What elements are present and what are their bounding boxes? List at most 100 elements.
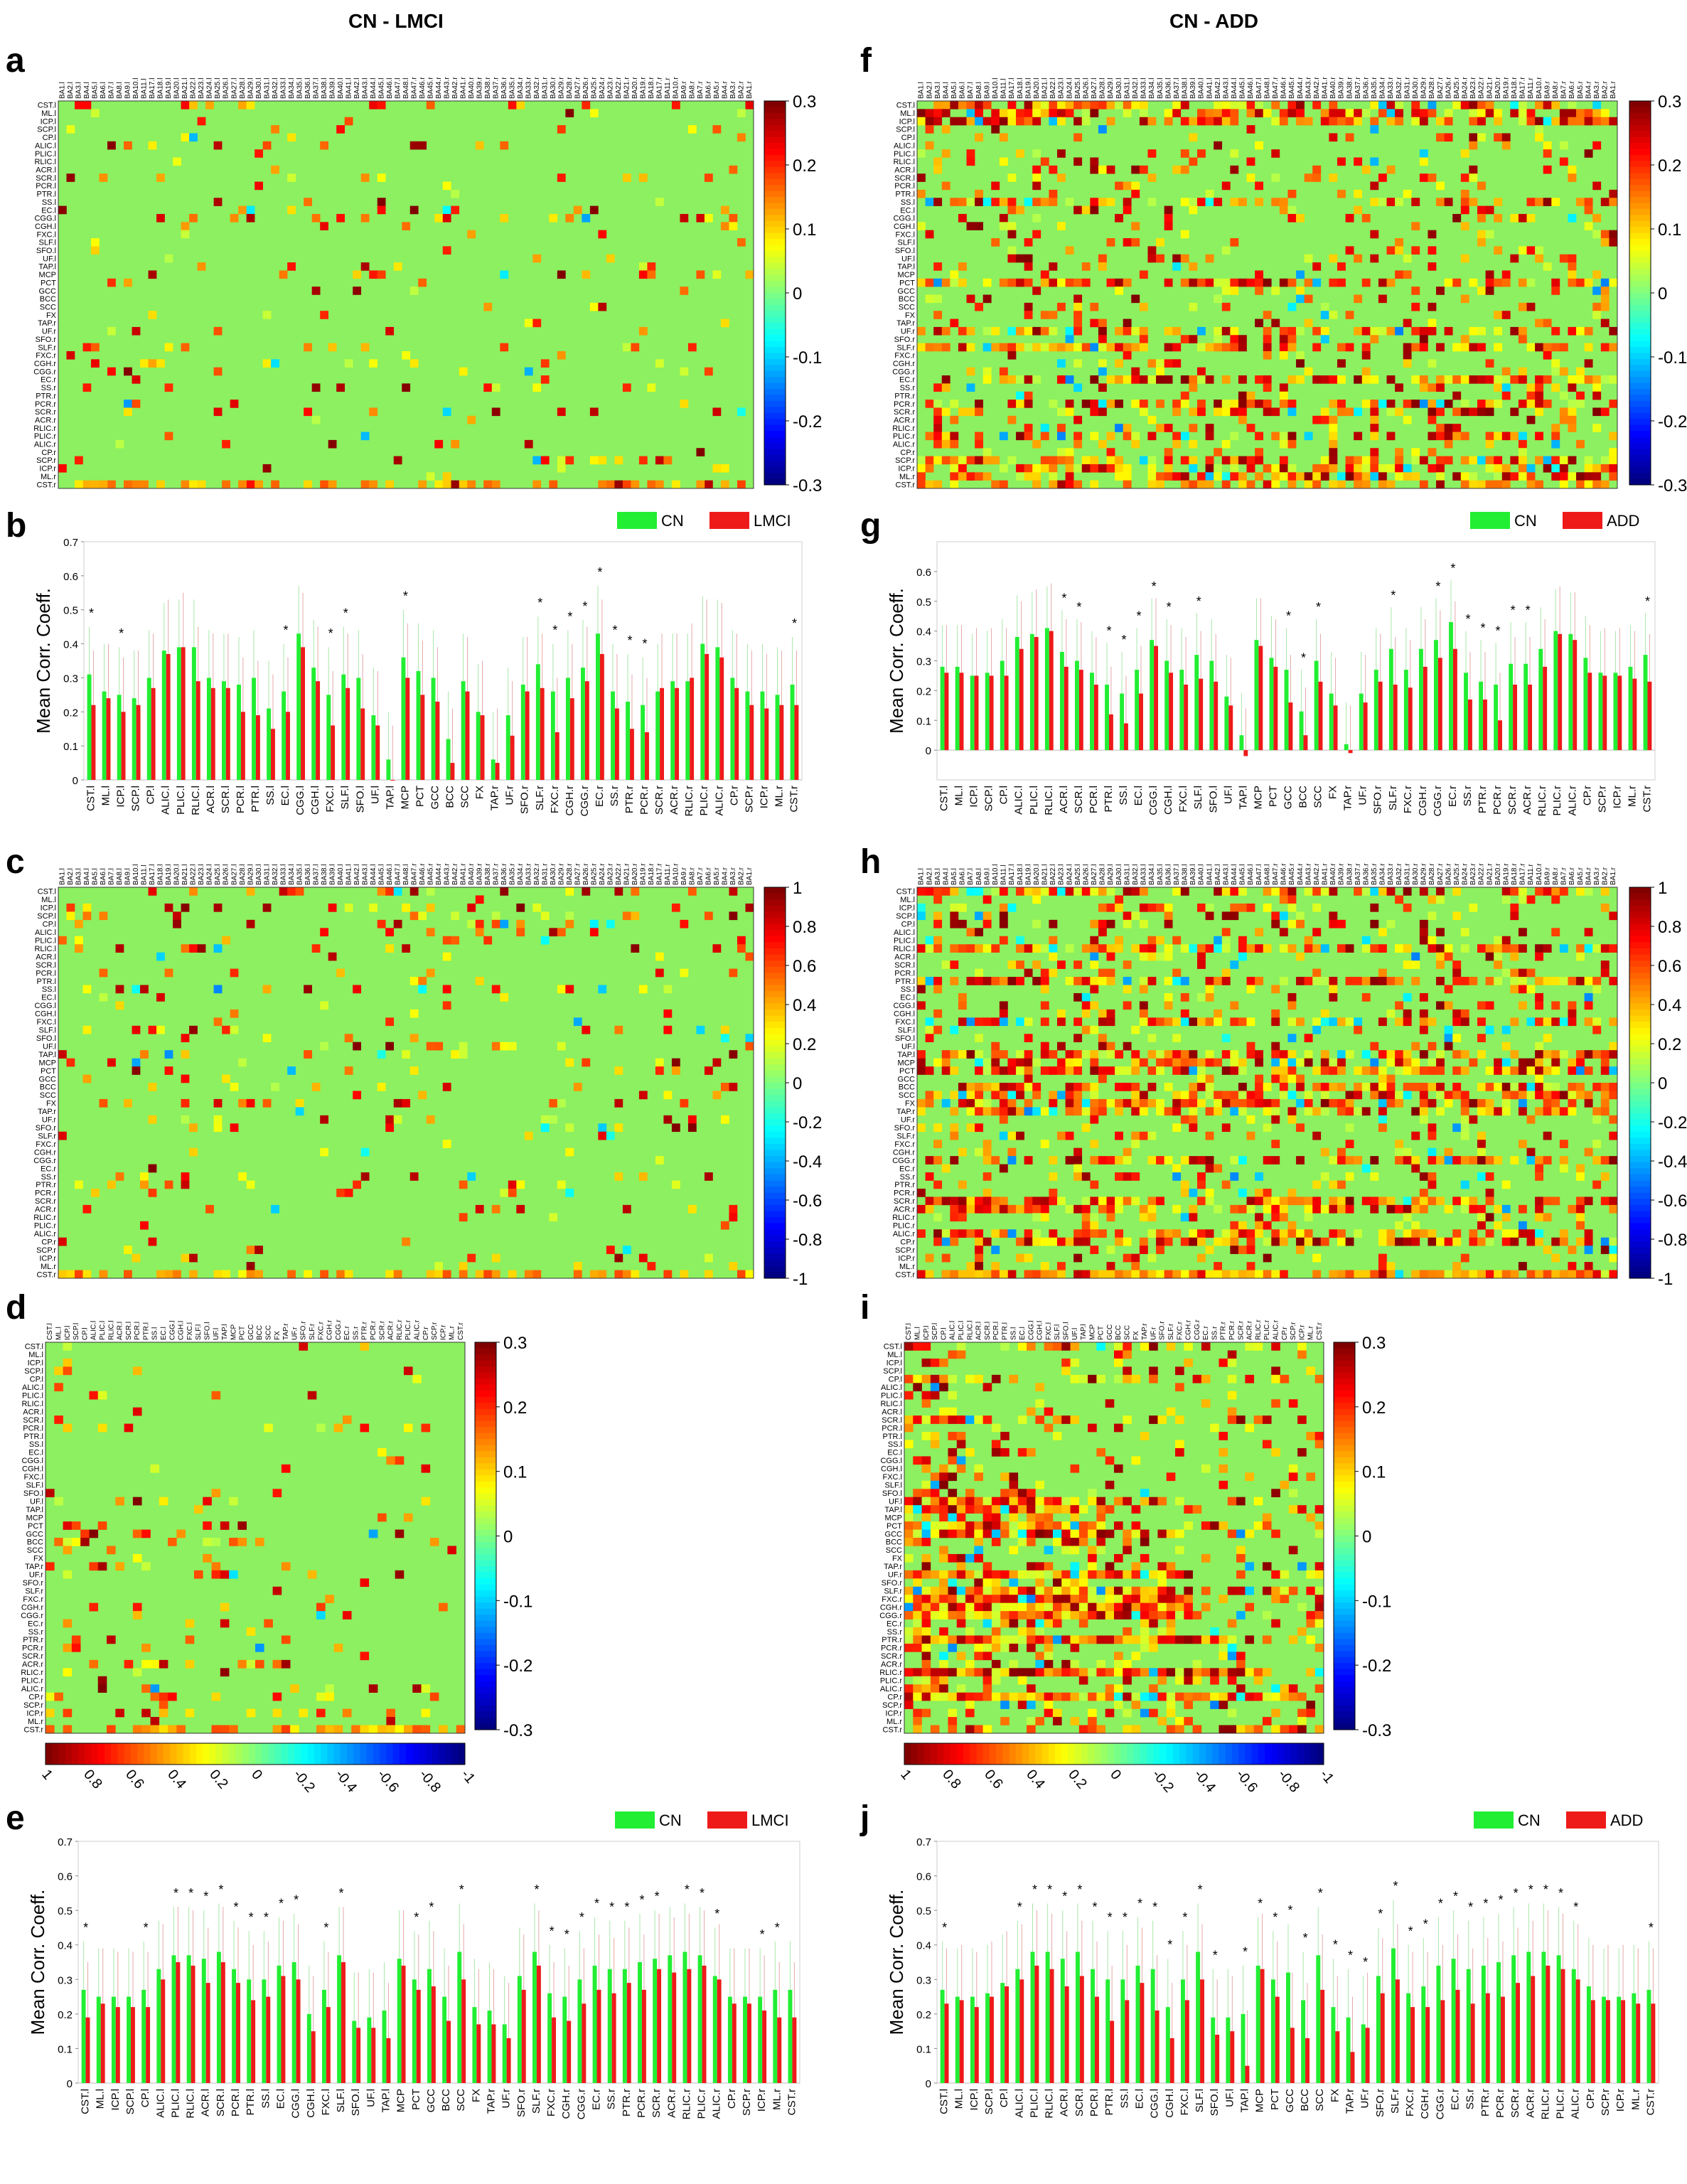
- x-tick-label: ML.r: [1626, 786, 1638, 807]
- colorbar-segment: [1629, 346, 1651, 353]
- col-label: BA44.l: [370, 864, 377, 885]
- heatmap-cell: [1428, 1156, 1437, 1165]
- heatmap-cell: [655, 480, 664, 489]
- colorbar-segment: [764, 382, 786, 390]
- x-tick-label: BCC: [1297, 786, 1310, 808]
- heatmap-cell: [1403, 1147, 1412, 1157]
- bar-patient: [1408, 687, 1413, 751]
- heatmap-cell: [1485, 944, 1494, 953]
- col-label: BA10.r: [1536, 863, 1543, 885]
- heatmap-cell: [1576, 1083, 1585, 1091]
- heatmap-cell: [1180, 165, 1189, 174]
- significance-marker: *: [119, 626, 124, 641]
- heatmap-cell: [950, 1025, 959, 1034]
- heatmap-cell: [1337, 407, 1346, 417]
- heatmap-cell: [1403, 318, 1412, 328]
- heatmap-cell: [1354, 109, 1363, 118]
- heatmap-cell: [58, 464, 67, 473]
- heatmap-cell: [1576, 109, 1585, 118]
- heatmap-cell: [164, 383, 173, 392]
- heatmap-cell: [1164, 977, 1173, 985]
- heatmap-cell: [991, 1083, 1000, 1091]
- col-label: BA10.r: [1536, 77, 1543, 99]
- heatmap-cell: [1576, 1172, 1585, 1181]
- heatmap-cell: [532, 254, 542, 263]
- heatmap-cell: [1411, 1270, 1420, 1279]
- heatmap-cell: [181, 1253, 190, 1263]
- heatmap-cell: [1584, 464, 1593, 473]
- heatmap-cell: [1494, 944, 1503, 953]
- heatmap-cell: [1494, 246, 1503, 255]
- heatmap-cell: [1263, 1098, 1272, 1108]
- heatmap-cell: [255, 1246, 263, 1254]
- heatmap-cell: [1312, 278, 1322, 287]
- heatmap-cell: [1180, 977, 1189, 985]
- heatmap-cell: [1543, 1034, 1552, 1043]
- heatmap-cell: [655, 1058, 664, 1067]
- bar-patient: [645, 732, 649, 780]
- col-label: BA34.l: [288, 78, 296, 99]
- heatmap-cell: [1090, 985, 1099, 994]
- heatmap-cell: [1139, 952, 1148, 961]
- significance-marker: *: [567, 609, 572, 623]
- heatmap-cell: [1007, 1204, 1017, 1214]
- heatmap-cell: [1361, 887, 1371, 896]
- col-label: BA37.l: [1173, 78, 1181, 99]
- heatmap-cell: [991, 887, 1000, 896]
- heatmap-cell: [1049, 1050, 1058, 1059]
- heatmap-cell: [1460, 480, 1469, 489]
- heatmap-cell: [164, 432, 173, 441]
- heatmap-cell: [1081, 117, 1091, 126]
- x-tick-label: CGH.l: [309, 786, 321, 815]
- col-label: BA34.l: [1148, 78, 1156, 99]
- heatmap-cell: [71, 1538, 81, 1546]
- bar-cn: [446, 739, 451, 780]
- heatmap-cell: [1115, 903, 1124, 912]
- heatmap-cell: [1180, 480, 1189, 489]
- heatmap-cell: [1279, 1083, 1288, 1091]
- heatmap-cell: [1320, 311, 1329, 319]
- heatmap-cell: [1312, 480, 1322, 489]
- colorbar-segment: [1629, 269, 1651, 276]
- heatmap-cell: [1255, 1188, 1264, 1197]
- heatmap-cell: [1494, 432, 1503, 441]
- heatmap-cell: [991, 1270, 1000, 1279]
- heatmap-cell: [1263, 109, 1272, 118]
- heatmap-cell: [1098, 887, 1107, 896]
- heatmap-cell: [1337, 189, 1346, 198]
- heatmap-cell: [1312, 1237, 1322, 1246]
- col-label: BA35.l: [1157, 78, 1164, 99]
- heatmap-cell: [1131, 343, 1140, 352]
- heatmap-cell: [1609, 1237, 1618, 1246]
- heatmap-cell: [1040, 1204, 1049, 1214]
- heatmap-cell: [1452, 432, 1462, 441]
- heatmap-cell: [1518, 1083, 1527, 1091]
- col-label: BA4.l: [83, 868, 91, 885]
- heatmap-cell: [958, 1204, 967, 1214]
- y-tick-label: 0.5: [916, 596, 931, 609]
- colorbar-segment: [764, 220, 786, 228]
- heatmap-cell: [385, 1270, 395, 1279]
- heatmap-cell: [1024, 109, 1033, 118]
- heatmap-cell: [1032, 887, 1041, 896]
- heatmap-cell: [1411, 456, 1420, 465]
- colorbar-segment: [764, 1046, 786, 1053]
- heatmap-cell: [508, 1042, 517, 1051]
- heatmap-cell: [1098, 903, 1107, 912]
- heatmap-cell: [1007, 1107, 1017, 1116]
- heatmap-cell: [58, 1270, 67, 1279]
- x-tick-label: SLF.l: [339, 786, 351, 809]
- heatmap-cell: [1246, 456, 1255, 465]
- heatmap-cell: [1230, 1237, 1239, 1246]
- heatmap-cell: [1312, 1025, 1322, 1034]
- heatmap-cell: [1592, 407, 1602, 417]
- heatmap-cell: [1098, 359, 1107, 368]
- heatmap-cell: [524, 439, 533, 449]
- heatmap-cell: [933, 1091, 943, 1100]
- col-label: BA37.l: [312, 864, 320, 885]
- col-label: BA24.l: [1066, 78, 1073, 99]
- bar-cn: [1075, 660, 1079, 751]
- bar-cn: [1194, 655, 1199, 751]
- heatmap-cell: [933, 294, 943, 304]
- bar-cn: [985, 673, 990, 751]
